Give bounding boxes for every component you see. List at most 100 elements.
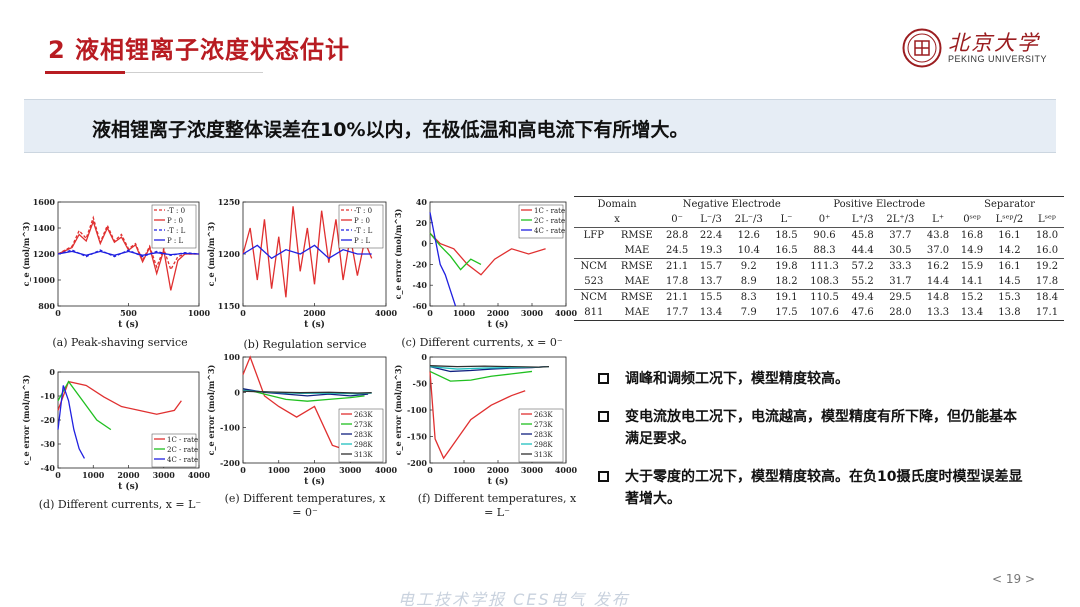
x-tick-label: 0 [427,465,433,475]
table-cell: 24.5 [665,245,689,256]
table-cell: 2L⁺/3 [886,214,915,225]
table-cell: 37.7 [879,227,922,243]
x-axis-label: t (s) [118,319,139,330]
legend-label: 263K [534,411,553,419]
legend-label: P : L [354,237,371,245]
table-cell: 16.2 [921,258,956,274]
table-cell: 12.6 [728,227,770,243]
legend-label: -T : L [354,227,373,235]
legend-label: 1C - rate [534,207,565,215]
table-cell: L⁻/3 [700,214,722,225]
table-cell: L⁺ [932,214,944,225]
series-line [57,380,182,415]
y-tick-label: 1250 [218,197,241,207]
figure-b: 0 2000 4000 1150 1200 1250 t (s) c_e (mol/m^3) -… [205,196,398,332]
legend-label: -T : 0 [354,207,372,215]
y-tick-label: -20 [413,259,428,269]
table-cell: 44.4 [851,245,874,256]
legend-label: 4C - rate [534,227,565,235]
page-number: < 19 > [992,572,1036,586]
table-cell [574,243,614,259]
table-row: LFP RMSE 28.8 22.4 12.6 18.5 90.6 45.8 37.7 43.8 1… [574,227,1064,243]
y-tick-label: 0 [421,352,427,362]
bullet-item: 变电流放电工况下，电流越高，模型精度有所下降，但仍能基本满足要求。 [598,406,1028,450]
table-cell: 90.6 [803,227,846,243]
series-line [57,250,200,256]
table-cell: 108.3 [810,276,839,287]
table-cell: Lˢᵉᵖ [1038,214,1056,225]
series-line [429,232,482,271]
table-cell: 17.1 [1029,305,1064,321]
figure-a: 0 500 1000 800 1000 1200 1400 1600 t (s) c_e (mol… [20,196,211,332]
x-tick-label: 4000 [375,308,398,318]
y-tick-label: -40 [41,463,56,473]
figure-f: 0 1000 2000 3000 4000 -200 -150 -100 -50 0 t (s) c_… [392,351,578,489]
legend-label: 4C - rate [167,456,198,464]
table-cell: 811 [574,305,614,321]
table-cell: 13.8 [988,305,1030,321]
table-cell: 28.0 [879,305,922,321]
x-tick-label: 0 [55,308,61,318]
table-cell: 16.5 [775,245,798,256]
bullet-item: 调峰和调频工况下，模型精度较高。 [598,368,1028,390]
legend-label: 313K [534,451,553,459]
table-cell: 29.5 [879,289,922,305]
table-cell: 14.5 [998,276,1021,287]
series-line [57,380,112,431]
table-cell: 19.3 [699,245,723,256]
y-tick-label: 1150 [218,301,241,311]
y-axis-label: c_e error (mol/m^3) [21,374,31,465]
caption-b: (b) Regulation service [243,338,367,351]
table-cell: 8.9 [740,276,757,287]
series-line [242,390,372,394]
table-cell: 111.3 [803,258,846,274]
table-cell: RMSE [613,289,661,305]
table-cell: 33.3 [879,258,922,274]
y-tick-label: 1200 [33,249,56,259]
bullet-text: 变电流放电工况下，电流越高，模型精度有所下降，但仍能基本满足要求。 [625,409,1017,447]
y-tick-label: 1000 [33,275,56,285]
table-cell: LFP [574,227,614,243]
y-tick-label: -10 [41,391,56,401]
summary-banner-text: 液相锂离子浓度整体误差在10%以内，在极低温和高电流下有所增大。 [92,119,689,141]
table-cell: 21.1 [660,289,695,305]
legend-label: 283K [354,431,373,439]
table-cell: RMSE [613,227,661,243]
y-tick-label: -200 [220,458,240,468]
table-cell: 30.5 [889,245,912,256]
x-tick-label: 3000 [339,465,362,475]
caption-d: (d) Different currents, x = L⁻ [38,498,202,511]
page-title: 2 液相锂离子浓度状态估计 [48,36,351,64]
y-tick-label: -20 [41,415,56,425]
bullet-text: 大于零度的工况下，模型精度较高。在负10摄氏度时模型误差显著增大。 [625,469,1023,507]
table-cell: 9.2 [728,258,770,274]
legend-label: 283K [534,431,553,439]
table-cell: 22.4 [694,227,729,243]
y-axis-label: c_e (mol/m^3) [21,221,31,286]
y-tick-label: 40 [416,197,428,207]
x-tick-label: 2000 [487,308,510,318]
table-cell: Lˢᵉᵖ/2 [995,214,1024,225]
legend-label: 2C - rate [167,446,198,454]
table-cell: 19.8 [769,258,804,274]
legend-label: 2C - rate [534,217,565,225]
x-tick-label: 4000 [188,470,211,480]
x-tick-label: 1000 [82,470,105,480]
x-tick-label: 2000 [303,465,326,475]
series-line [57,385,86,459]
peking-university-seal-icon [902,28,942,68]
table-cell: 17.7 [660,305,695,321]
table-cell: NCM [574,289,614,305]
table-cell: 7.9 [728,305,770,321]
y-axis-label: c_e error (mol/m^3) [206,364,216,455]
table-cell: 17.8 [665,276,689,287]
x-tick-label: 3000 [521,465,544,475]
table-cell: 15.2 [955,289,989,305]
legend-label: 263K [354,411,373,419]
table-cell: 0⁻ [671,214,683,225]
x-tick-label: 0 [427,308,433,318]
y-tick-label: 0 [421,239,427,249]
table-cell: 43.8 [921,227,956,243]
series-line [429,370,533,382]
table-row: NCM RMSE 21.1 15.5 8.3 19.1 110.5 49.4 29.5 14.8 1… [574,289,1064,305]
